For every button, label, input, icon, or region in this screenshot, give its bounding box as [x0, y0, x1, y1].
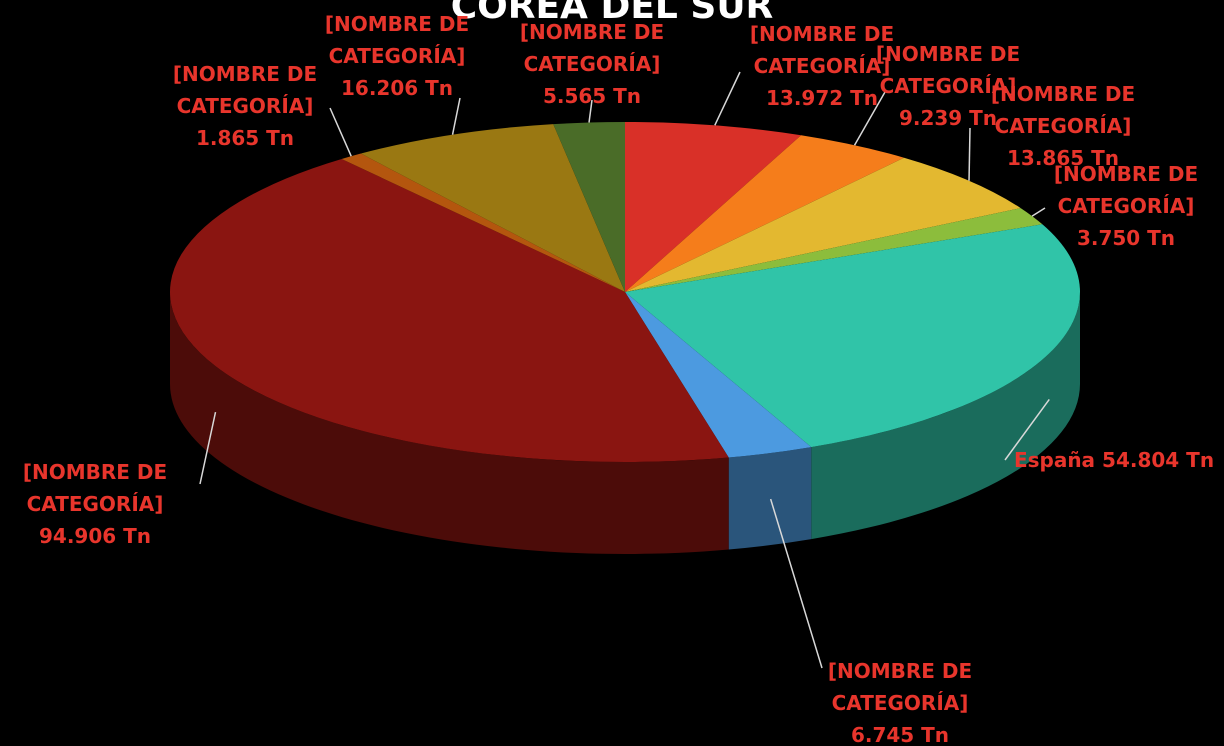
data-label: España 54.804 Tn: [999, 444, 1224, 476]
category-label: [NOMBRE DE CATEGORÍA]: [990, 82, 1136, 138]
slice: [625, 122, 802, 292]
data-label: [NOMBRE DE CATEGORÍA] 6.745 Tn: [815, 655, 985, 746]
slice: [625, 224, 1080, 448]
leader-line: [451, 97, 461, 135]
data-label: [NOMBRE DE CATEGORÍA] 13.972 Tn: [737, 18, 907, 114]
slice-side: [728, 447, 812, 550]
slice: [170, 158, 729, 462]
slice: [341, 153, 625, 292]
slice: [625, 292, 812, 458]
category-label: [NOMBRE DE CATEGORÍA]: [324, 12, 470, 68]
category-label: España: [1013, 448, 1096, 472]
leader-line: [769, 498, 823, 669]
data-label: [NOMBRE DE CATEGORÍA] 5.565 Tn: [507, 16, 677, 112]
slice: [625, 157, 1021, 292]
data-label: [NOMBRE DE CATEGORÍA] 13.865 Tn: [978, 78, 1148, 174]
value-label: 16.206 Tn: [340, 76, 454, 100]
value-label: 1.865 Tn: [195, 126, 295, 150]
leader-line: [714, 71, 741, 126]
leader-line: [1004, 398, 1050, 461]
category-label: [NOMBRE DE CATEGORÍA]: [875, 42, 1021, 98]
category-label: [NOMBRE DE CATEGORÍA]: [172, 62, 318, 118]
slice-side: [811, 292, 1080, 540]
value-label: 3.750 Tn: [1076, 226, 1176, 250]
data-label: [NOMBRE DE CATEGORÍA] 16.206 Tn: [312, 8, 482, 104]
category-label: [NOMBRE DE CATEGORÍA]: [1053, 162, 1199, 218]
slice-side: [170, 292, 729, 554]
category-label: [NOMBRE DE CATEGORÍA]: [519, 20, 665, 76]
category-label: [NOMBRE DE CATEGORÍA]: [22, 460, 168, 516]
category-label: [NOMBRE DE CATEGORÍA]: [827, 659, 973, 715]
slice: [360, 124, 625, 292]
leader-line: [199, 411, 217, 485]
chart-title: COREA DEL SUR: [450, 0, 774, 27]
data-label: [NOMBRE DE CATEGORÍA] 9.239 Tn: [863, 38, 1033, 134]
data-label: [NOMBRE DE CATEGORÍA] 3.750 Tn: [1041, 158, 1211, 254]
leader-line: [853, 91, 886, 146]
value-label: 54.804 Tn: [1102, 448, 1215, 472]
leader-line: [588, 99, 593, 123]
value-label: 5.565 Tn: [542, 84, 642, 108]
data-label: [NOMBRE DE CATEGORÍA] 94.906 Tn: [0, 456, 190, 552]
data-label: [NOMBRE DE CATEGORÍA] 1.865 Tn: [160, 58, 330, 154]
category-label: [NOMBRE DE CATEGORÍA]: [749, 22, 895, 78]
value-label: 9.239 Tn: [898, 106, 998, 130]
value-label: 6.745 Tn: [850, 723, 950, 746]
leader-line: [968, 127, 971, 181]
leader-line: [1031, 207, 1046, 217]
slice: [553, 122, 625, 292]
slice: [625, 208, 1043, 292]
slice: [625, 135, 905, 292]
value-label: 13.865 Tn: [1006, 146, 1120, 170]
leader-line: [329, 107, 352, 157]
value-label: 13.972 Tn: [765, 86, 879, 110]
value-label: 94.906 Tn: [38, 524, 152, 548]
